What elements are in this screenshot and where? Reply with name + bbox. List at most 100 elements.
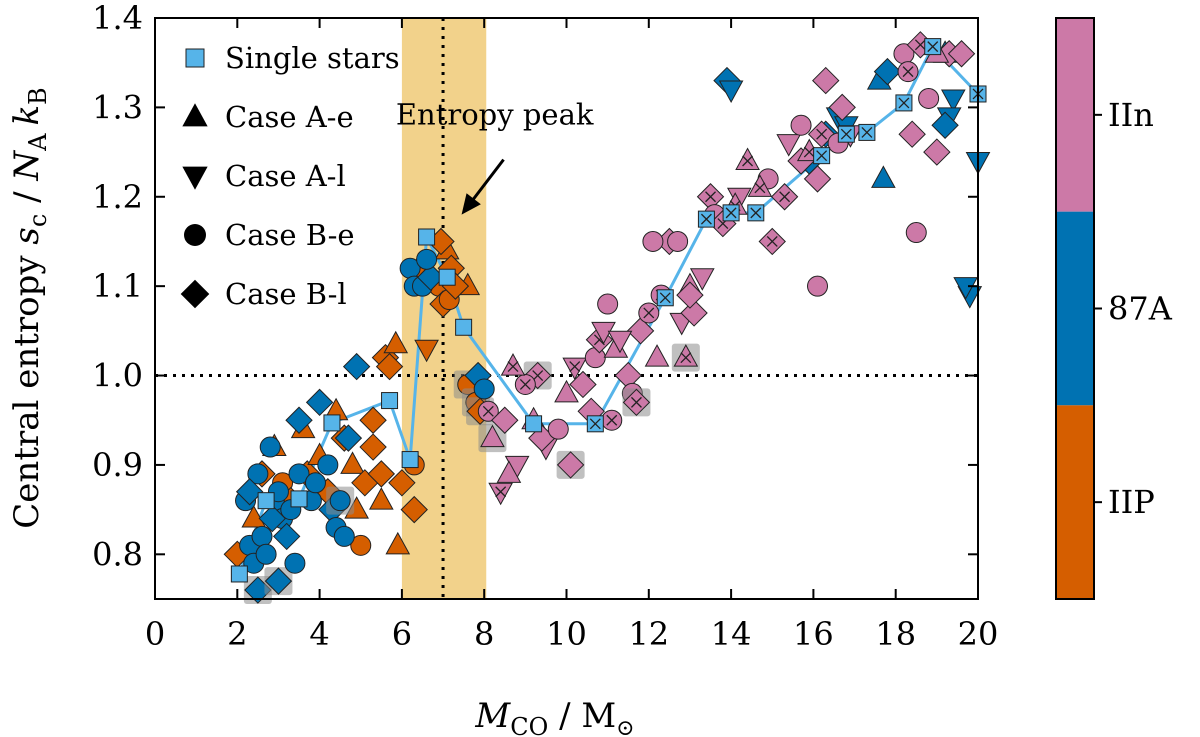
data-point [241,505,267,528]
colorbar-label: IIn [1108,96,1154,134]
y-tick-label: 0.9 [92,446,143,484]
data-point [342,352,371,381]
single-star-cross [861,126,873,138]
y-tick-label: 1.1 [92,267,143,305]
x-tick-label: 8 [474,615,494,653]
point-cross [606,414,618,426]
legend-label: Case A-e [225,100,354,134]
x-tick-label: 14 [711,615,752,653]
data-point [689,268,715,291]
data-point [317,454,339,476]
data-point [642,230,664,252]
legend-marker [182,103,208,127]
data-point [807,275,829,297]
data-point [871,165,896,188]
data-point [828,93,856,122]
data-point [340,451,365,474]
data-point [304,472,326,494]
colorbar-segment [1056,211,1094,406]
legend-marker [180,279,210,309]
single-star-point [230,565,248,583]
data-point [496,460,522,483]
data-point [258,504,286,533]
scatter-points [223,31,991,605]
data-point [923,138,951,166]
colorbar: IIn 87A IIP [1055,17,1173,600]
x-tick-label: 4 [309,615,329,653]
data-point [667,230,689,252]
data-point [329,490,351,512]
data-point [918,87,940,109]
data-point [359,406,387,434]
point-cross [532,370,544,381]
colorbar-segment [1056,405,1094,599]
data-point [350,534,372,556]
single-star-point [290,490,308,508]
data-point [790,114,812,136]
data-point [272,522,301,551]
colorbar-segment [1056,18,1094,212]
data-point [400,495,428,524]
y-tick-label: 1.4 [92,0,143,37]
single-star-point [455,318,473,336]
single-star-point [418,228,436,246]
data-point [383,330,409,354]
single-star-cross [725,207,737,219]
single-star-cross [700,213,712,225]
data-point [644,344,670,367]
data-point [554,379,579,403]
x-label-main: M [474,696,511,736]
single-star-point [401,451,419,469]
data-point [288,463,310,485]
data-point [385,531,411,555]
single-star-cross [927,41,939,53]
colorbar-label: 87A [1108,290,1173,328]
legend-marker [182,166,208,190]
x-tick-label: 20 [958,615,999,653]
single-star-cross [816,150,828,162]
data-point [931,111,959,139]
point-cross [643,307,655,319]
data-point [388,469,416,497]
x-tick-label: 6 [392,615,412,653]
y-tick-label: 1.2 [92,178,143,216]
data-point [747,174,773,197]
data-point [680,299,708,327]
legend-label: Case B-e [225,218,355,252]
single-star-cross [750,207,762,219]
single-star-cross [589,418,601,430]
single-star-cross [840,128,852,140]
data-point [264,567,293,595]
single-star-point [438,268,456,286]
y-axis-label: Central entropy sc / NAkB [7,87,52,528]
data-point [673,344,699,367]
x-tick-label: 12 [628,615,669,653]
y-label-B: B [24,87,52,105]
x-tick-label: 10 [546,615,587,653]
single-star-point [381,392,399,410]
point-cross [680,352,692,364]
data-point [873,57,902,86]
legend-marker [184,224,206,246]
data-point [251,525,273,547]
single-star-cross [659,292,671,304]
single-stars-points [230,38,987,583]
point-cross [766,236,778,247]
colorbar-label: IIP [1108,483,1155,521]
data-point [473,378,495,400]
data-point [947,40,976,68]
point-cross [754,182,766,194]
data-point [414,339,439,363]
data-point [491,406,519,434]
data-point [812,66,840,95]
y-label-c: c [24,214,52,227]
single-star-point [525,415,543,433]
point-cross [902,66,914,78]
data-point [718,80,744,104]
point-cross [630,396,642,408]
data-point [480,424,505,448]
annotation-arrowhead [461,193,481,215]
y-tick-label: 1.3 [92,88,143,126]
point-cross [507,361,519,373]
